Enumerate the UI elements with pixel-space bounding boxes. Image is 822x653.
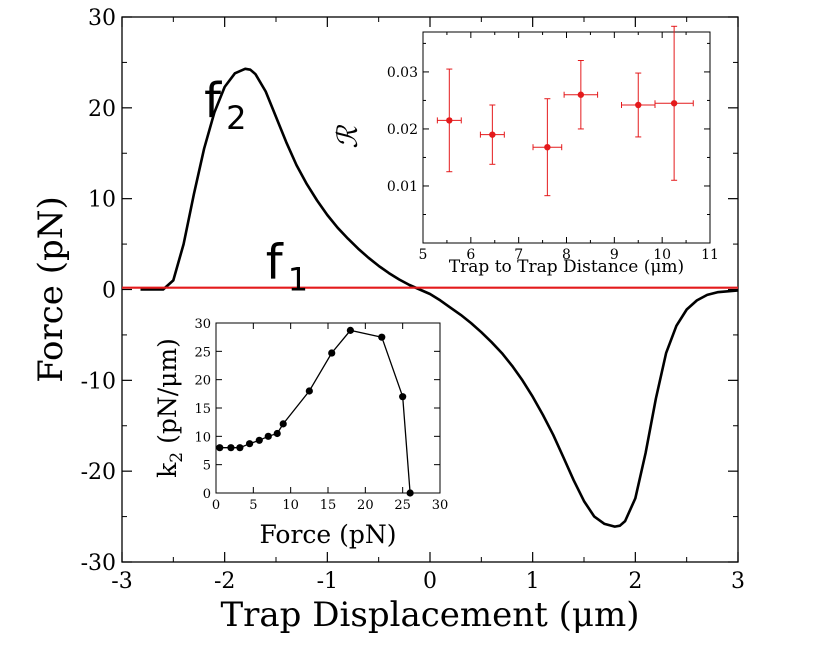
inset-k-x-tick-label: 15 bbox=[320, 498, 337, 513]
main-y-tick-label: 20 bbox=[88, 97, 116, 122]
inset-k-x-tick-label: 30 bbox=[432, 498, 449, 513]
inset-k-y-tick-label: 25 bbox=[194, 345, 211, 360]
main-y-tick-label: 30 bbox=[88, 6, 116, 31]
main-y-tick-label: 0 bbox=[102, 279, 116, 304]
inset-k-point bbox=[305, 387, 313, 395]
inset-r-x-tick-label: 6 bbox=[466, 247, 475, 263]
inset-k-y-tick-label: 0 bbox=[203, 487, 211, 502]
inset-k-x-tick-label: 20 bbox=[357, 498, 374, 513]
inset-k-point bbox=[264, 432, 272, 440]
inset-k-point bbox=[255, 436, 263, 444]
main-x-tick-label: 3 bbox=[731, 569, 745, 594]
inset-k-point bbox=[378, 333, 386, 341]
inset-r-x-tick-label: 10 bbox=[653, 247, 671, 263]
inset-r-y-tick-label: 0.03 bbox=[387, 65, 418, 81]
inset-k-point bbox=[246, 440, 254, 448]
inset-k-y-label-tail: (pN/μm) bbox=[153, 338, 182, 452]
inset-k-y-tick-label: 5 bbox=[203, 459, 211, 474]
inset-k-point bbox=[227, 444, 235, 452]
inset-r-point bbox=[446, 117, 453, 124]
inset-r-x-axis-label: Trap to Trap Distance (μm) bbox=[449, 257, 684, 277]
main-y-tick-label: -10 bbox=[81, 369, 116, 394]
inset-r-x-tick-label: 11 bbox=[701, 247, 719, 263]
curve-label-f1-sub: 1 bbox=[288, 261, 308, 299]
inset-r-plot: 5 6 7 8 9 10 11 0.01 0.02 0.03 Trap to Trap Distan… bbox=[331, 25, 719, 277]
inset-k-x-tick-label: 10 bbox=[282, 498, 299, 513]
inset-k-y-label-sub: 2 bbox=[167, 452, 187, 463]
inset-k-point bbox=[273, 429, 281, 438]
inset-k-y-tick-label: 10 bbox=[194, 430, 211, 445]
inset-k-x-tick-label: 5 bbox=[249, 498, 257, 513]
inset-k-y-tick-label: 30 bbox=[194, 317, 211, 332]
inset-k-point bbox=[216, 444, 224, 452]
inset-r-y-tick-label: 0.02 bbox=[387, 122, 418, 138]
main-y-tick-label: -20 bbox=[81, 460, 116, 485]
inset-k2-plot: 0 5 10 15 20 25 30 0 5 10 15 20 25 30 Force (pN) k2 (pN… bbox=[153, 317, 448, 549]
inset-k-point bbox=[406, 489, 414, 497]
inset-k-y-axis-label: k2 (pN/μm) bbox=[153, 338, 187, 478]
inset-k-point bbox=[399, 393, 407, 401]
main-y-tick-label: 10 bbox=[88, 188, 116, 213]
inset-k-y-label-main: k bbox=[153, 462, 182, 478]
inset-k-x-tick-label: 25 bbox=[394, 498, 411, 513]
curve-label-f2-sub: 2 bbox=[226, 99, 246, 137]
main-x-tick-label: 2 bbox=[628, 569, 642, 594]
inset-r-point bbox=[489, 131, 496, 138]
main-y-axis-label: Force (pN) bbox=[31, 196, 71, 382]
inset-r-point bbox=[577, 91, 585, 98]
main-x-tick-label: -2 bbox=[214, 569, 235, 594]
curve-label-f1: f bbox=[266, 235, 284, 291]
inset-r-frame bbox=[422, 31, 711, 244]
inset-r-x-tick-label: 9 bbox=[610, 247, 619, 263]
inset-r-point bbox=[635, 101, 642, 109]
inset-k-y-tick-label: 20 bbox=[194, 374, 211, 389]
inset-k-point bbox=[279, 420, 287, 428]
inset-k-x-tick-label: 0 bbox=[212, 498, 220, 513]
curve-label-f2: f bbox=[204, 73, 222, 129]
main-x-axis-label: Trap Displacement (μm) bbox=[220, 595, 639, 635]
main-x-tick-label: -3 bbox=[111, 569, 132, 594]
inset-r-y-axis-label: ℛ bbox=[331, 125, 364, 149]
inset-k-point bbox=[236, 444, 244, 452]
inset-r-point bbox=[544, 143, 551, 151]
inset-k-y-tick-label: 15 bbox=[194, 402, 211, 417]
inset-k-x-axis-label: Force (pN) bbox=[259, 520, 396, 549]
inset-r-x-tick-label: 7 bbox=[514, 247, 523, 263]
main-y-tick-label: -30 bbox=[81, 551, 116, 576]
inset-k-frame bbox=[215, 322, 441, 494]
main-x-tick-label: 0 bbox=[423, 569, 437, 594]
main-x-tick-label: 1 bbox=[526, 569, 540, 594]
inset-r-point bbox=[670, 100, 678, 107]
inset-r-x-tick-label: 5 bbox=[419, 247, 428, 263]
inset-k-point bbox=[346, 326, 354, 334]
inset-r-x-tick-label: 8 bbox=[562, 247, 571, 263]
main-x-tick-label: -1 bbox=[317, 569, 338, 594]
inset-k-point bbox=[328, 349, 336, 357]
inset-r-y-tick-label: 0.01 bbox=[387, 179, 418, 195]
series-f2-line bbox=[140, 67, 739, 528]
